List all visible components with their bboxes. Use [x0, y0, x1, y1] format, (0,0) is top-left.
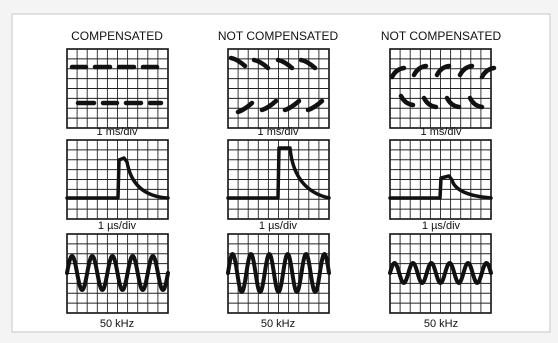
- screen-grid: [66, 48, 169, 129]
- screen-r3-c3: [388, 233, 493, 314]
- column-title-compensated: COMPENSATED: [71, 29, 163, 43]
- trace-square-undercompensated: [228, 55, 325, 115]
- caption-r1-c2: 1 ms/div: [258, 126, 299, 138]
- caption-r2-c3: 1 µs/div: [422, 220, 461, 232]
- trace-sine-overcompensated: [388, 261, 493, 285]
- column-title-not-compensated-under: NOT COMPENSATED: [218, 29, 339, 43]
- caption-r3-c1: 50 kHz: [100, 318, 134, 330]
- screen-grid: [227, 233, 330, 314]
- screen-r1-c2: [227, 48, 330, 129]
- caption-r1-c1: 1 ms/div: [97, 126, 138, 138]
- screen-grid: [389, 48, 492, 129]
- caption-r3-c2: 50 kHz: [261, 318, 295, 330]
- screen-r1-c3: [389, 48, 497, 129]
- trace-pulse-compensated: [65, 156, 170, 200]
- trace-sine-compensated: [65, 254, 170, 292]
- trace-square-overcompensated: [389, 63, 497, 110]
- screen-r1-c1: [66, 48, 169, 129]
- screen-grid: [389, 233, 492, 314]
- trace-sine-undercompensated: [226, 252, 331, 294]
- caption-r1-c3: 1 ms/div: [421, 126, 462, 138]
- screen-r3-c1: [65, 233, 170, 314]
- caption-r3-c3: 50 kHz: [424, 318, 458, 330]
- trace-square-compensated: [69, 64, 164, 106]
- column-title-not-compensated-over: NOT COMPENSATED: [381, 29, 502, 43]
- trace-pulse-undercompensated: [226, 146, 331, 200]
- trace-pulse-overcompensated: [388, 174, 493, 200]
- screen-r2-c2: [226, 139, 331, 220]
- screen-r2-c3: [388, 139, 493, 220]
- caption-r2-c1: 1 µs/div: [98, 220, 137, 232]
- caption-r2-c2: 1 µs/div: [259, 220, 298, 232]
- screen-r3-c2: [226, 233, 331, 314]
- screen-r2-c1: [65, 139, 170, 220]
